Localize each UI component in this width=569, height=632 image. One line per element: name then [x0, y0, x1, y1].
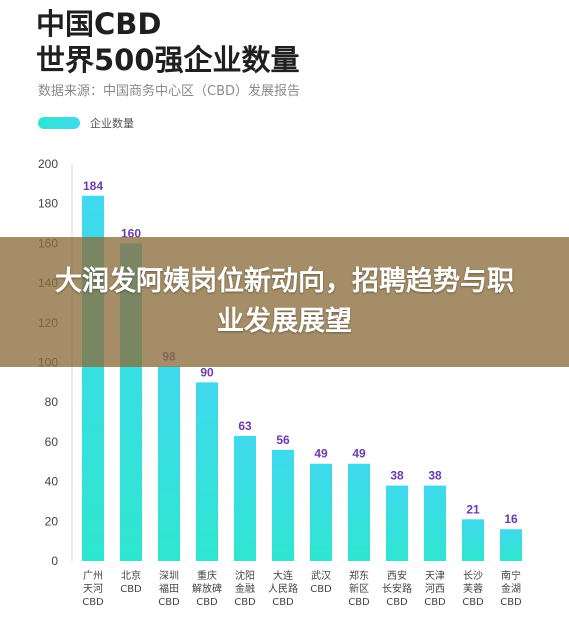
y-tick-label: 0 — [51, 554, 58, 568]
x-axis: 广州天河 CBD 北京 CBD 深圳福田 CBD 重庆解放碑 CBD 沈阳金融 CBD 大连人民路 C… — [82, 569, 522, 608]
x-tick-label: 郑东新区 CBD — [348, 569, 370, 608]
x-tick-label: 深圳福田 CBD — [158, 570, 180, 608]
bar-value-label: 38 — [390, 469, 404, 483]
y-tick-label: 200 — [38, 157, 58, 171]
chart-title: 中国CBD 世界500强企业数量 — [36, 6, 300, 78]
legend: 企业数量 — [38, 115, 134, 131]
bar-value-label: 56 — [276, 433, 290, 447]
bar-value-label: 90 — [200, 365, 214, 379]
x-tick-label: 长沙芙蓉 CBD — [462, 570, 484, 608]
y-tick-label: 60 — [45, 435, 59, 449]
bar-value-label: 184 — [83, 179, 103, 193]
title-line-1: 中国CBD — [36, 7, 162, 41]
bar — [158, 366, 180, 561]
x-tick-label: 沈阳金融 CBD — [234, 569, 256, 608]
bar — [272, 449, 294, 561]
x-tick-label: 西安长安路 CBD — [382, 569, 412, 608]
bar — [462, 519, 484, 561]
x-tick-label: 大连人民路 CBD — [268, 569, 298, 608]
data-source: 数据来源：中国商务中心区（CBD）发展报告 — [38, 84, 301, 99]
bar — [310, 463, 332, 561]
x-tick-label: 重庆解放碑 CBD — [192, 569, 222, 608]
bar-value-label: 49 — [352, 447, 366, 461]
bar — [386, 485, 408, 561]
y-tick-label: 40 — [45, 475, 59, 489]
bar — [500, 529, 522, 561]
bar — [424, 485, 446, 561]
bar — [348, 463, 370, 561]
y-tick-label: 20 — [45, 514, 59, 528]
title-line-2: 世界500强企业数量 — [36, 43, 300, 77]
overlay-banner: 大润发阿姨岗位新动向，招聘趋势与职业发展展望 — [0, 237, 569, 367]
bar-value-label: 63 — [238, 419, 252, 433]
x-tick-label: 武汉 CBD — [310, 569, 332, 595]
legend-label: 企业数量 — [90, 117, 134, 130]
x-tick-label: 南宁金湖 CBD — [500, 569, 522, 608]
x-tick-label: 天津河西 CBD — [424, 570, 446, 608]
bar — [196, 382, 218, 561]
banner-text: 大润发阿姨岗位新动向，招聘趋势与职业发展展望 — [55, 266, 514, 337]
y-tick-label: 80 — [45, 395, 59, 409]
x-tick-label: 广州天河 CBD — [82, 570, 104, 608]
bar-value-label: 160 — [121, 226, 141, 240]
bar-value-label: 16 — [504, 512, 518, 526]
bar-value-label: 38 — [428, 469, 442, 483]
bar — [234, 435, 256, 561]
y-tick-label: 180 — [38, 197, 58, 211]
bar-value-label: 49 — [314, 447, 328, 461]
legend-swatch — [38, 117, 80, 129]
bar-value-label: 21 — [466, 502, 480, 516]
x-tick-label: 北京 CBD — [120, 569, 142, 595]
